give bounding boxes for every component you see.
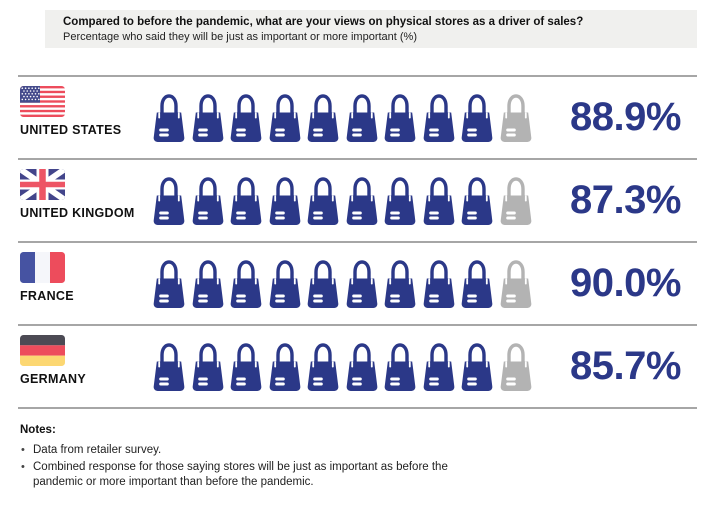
- shopping-bag-icon: [152, 340, 186, 392]
- shopping-bag-icon: [152, 257, 186, 309]
- value-label: 87.3%: [570, 178, 681, 222]
- bag-pictogram: [152, 174, 533, 226]
- chart-header: Compared to before the pandemic, what ar…: [45, 10, 697, 48]
- country-row: FRANCE 90.0%: [18, 241, 697, 324]
- shopping-bag-icon: [268, 91, 302, 143]
- shopping-bag-icon: [229, 91, 263, 143]
- shopping-bag-icon: [229, 340, 263, 392]
- country-label: UNITED STATES: [20, 123, 122, 137]
- bag-pictogram: [152, 257, 533, 309]
- country-row: GERMANY 85.7%: [18, 324, 697, 407]
- germany-flag-icon: [20, 335, 65, 366]
- shopping-bag-icon: [345, 340, 379, 392]
- shopping-bag-icon: [268, 340, 302, 392]
- shopping-bag-icon: [499, 91, 533, 143]
- shopping-bag-icon: [383, 174, 417, 226]
- shopping-bag-icon: [191, 174, 225, 226]
- shopping-bag-icon: [345, 257, 379, 309]
- france-flag-icon: [20, 252, 65, 283]
- shopping-bag-icon: [422, 257, 456, 309]
- shopping-bag-icon: [229, 174, 263, 226]
- shopping-bag-icon: [191, 91, 225, 143]
- uk-flag-icon: [20, 169, 65, 200]
- shopping-bag-icon: [422, 91, 456, 143]
- shopping-bag-icon: [152, 91, 186, 143]
- shopping-bag-icon: [268, 174, 302, 226]
- us-flag-icon: [20, 86, 65, 117]
- chart-title: Compared to before the pandemic, what ar…: [63, 16, 584, 28]
- shopping-bag-icon: [306, 174, 340, 226]
- shopping-bag-icon: [345, 174, 379, 226]
- value-label: 85.7%: [570, 344, 681, 388]
- shopping-bag-icon: [306, 257, 340, 309]
- shopping-bag-icon: [499, 174, 533, 226]
- country-row: UNITED STATES 88.9%: [18, 75, 697, 158]
- country-label: UNITED KINGDOM: [20, 206, 135, 220]
- shopping-bag-icon: [306, 340, 340, 392]
- value-label: 90.0%: [570, 261, 681, 305]
- shopping-bag-icon: [383, 340, 417, 392]
- shopping-bag-icon: [191, 257, 225, 309]
- shopping-bag-icon: [460, 91, 494, 143]
- shopping-bag-icon: [383, 257, 417, 309]
- value-label: 88.9%: [570, 95, 681, 139]
- shopping-bag-icon: [460, 340, 494, 392]
- bag-pictogram: [152, 91, 533, 143]
- shopping-bag-icon: [422, 340, 456, 392]
- shopping-bag-icon: [422, 174, 456, 226]
- shopping-bag-icon: [499, 340, 533, 392]
- notes-list: Data from retailer survey.Combined respo…: [20, 443, 490, 491]
- shopping-bag-icon: [499, 257, 533, 309]
- country-label: GERMANY: [20, 372, 86, 386]
- notes-section: Notes: Data from retailer survey.Combine…: [20, 424, 490, 492]
- chart-subtitle: Percentage who said they will be just as…: [63, 31, 417, 44]
- bag-pictogram: [152, 340, 533, 392]
- shopping-bag-icon: [460, 257, 494, 309]
- shopping-bag-icon: [306, 91, 340, 143]
- shopping-bag-icon: [229, 257, 263, 309]
- note-item: Combined response for those saying store…: [20, 460, 490, 491]
- country-label: FRANCE: [20, 289, 74, 303]
- note-item: Data from retailer survey.: [20, 443, 490, 459]
- shopping-bag-icon: [383, 91, 417, 143]
- pictogram-chart: UNITED STATES 88.9% UNITED KINGDOM 87.3%…: [18, 75, 697, 409]
- notes-heading: Notes:: [20, 424, 56, 436]
- shopping-bag-icon: [345, 91, 379, 143]
- country-row: UNITED KINGDOM 87.3%: [18, 158, 697, 241]
- shopping-bag-icon: [191, 340, 225, 392]
- shopping-bag-icon: [152, 174, 186, 226]
- shopping-bag-icon: [268, 257, 302, 309]
- shopping-bag-icon: [460, 174, 494, 226]
